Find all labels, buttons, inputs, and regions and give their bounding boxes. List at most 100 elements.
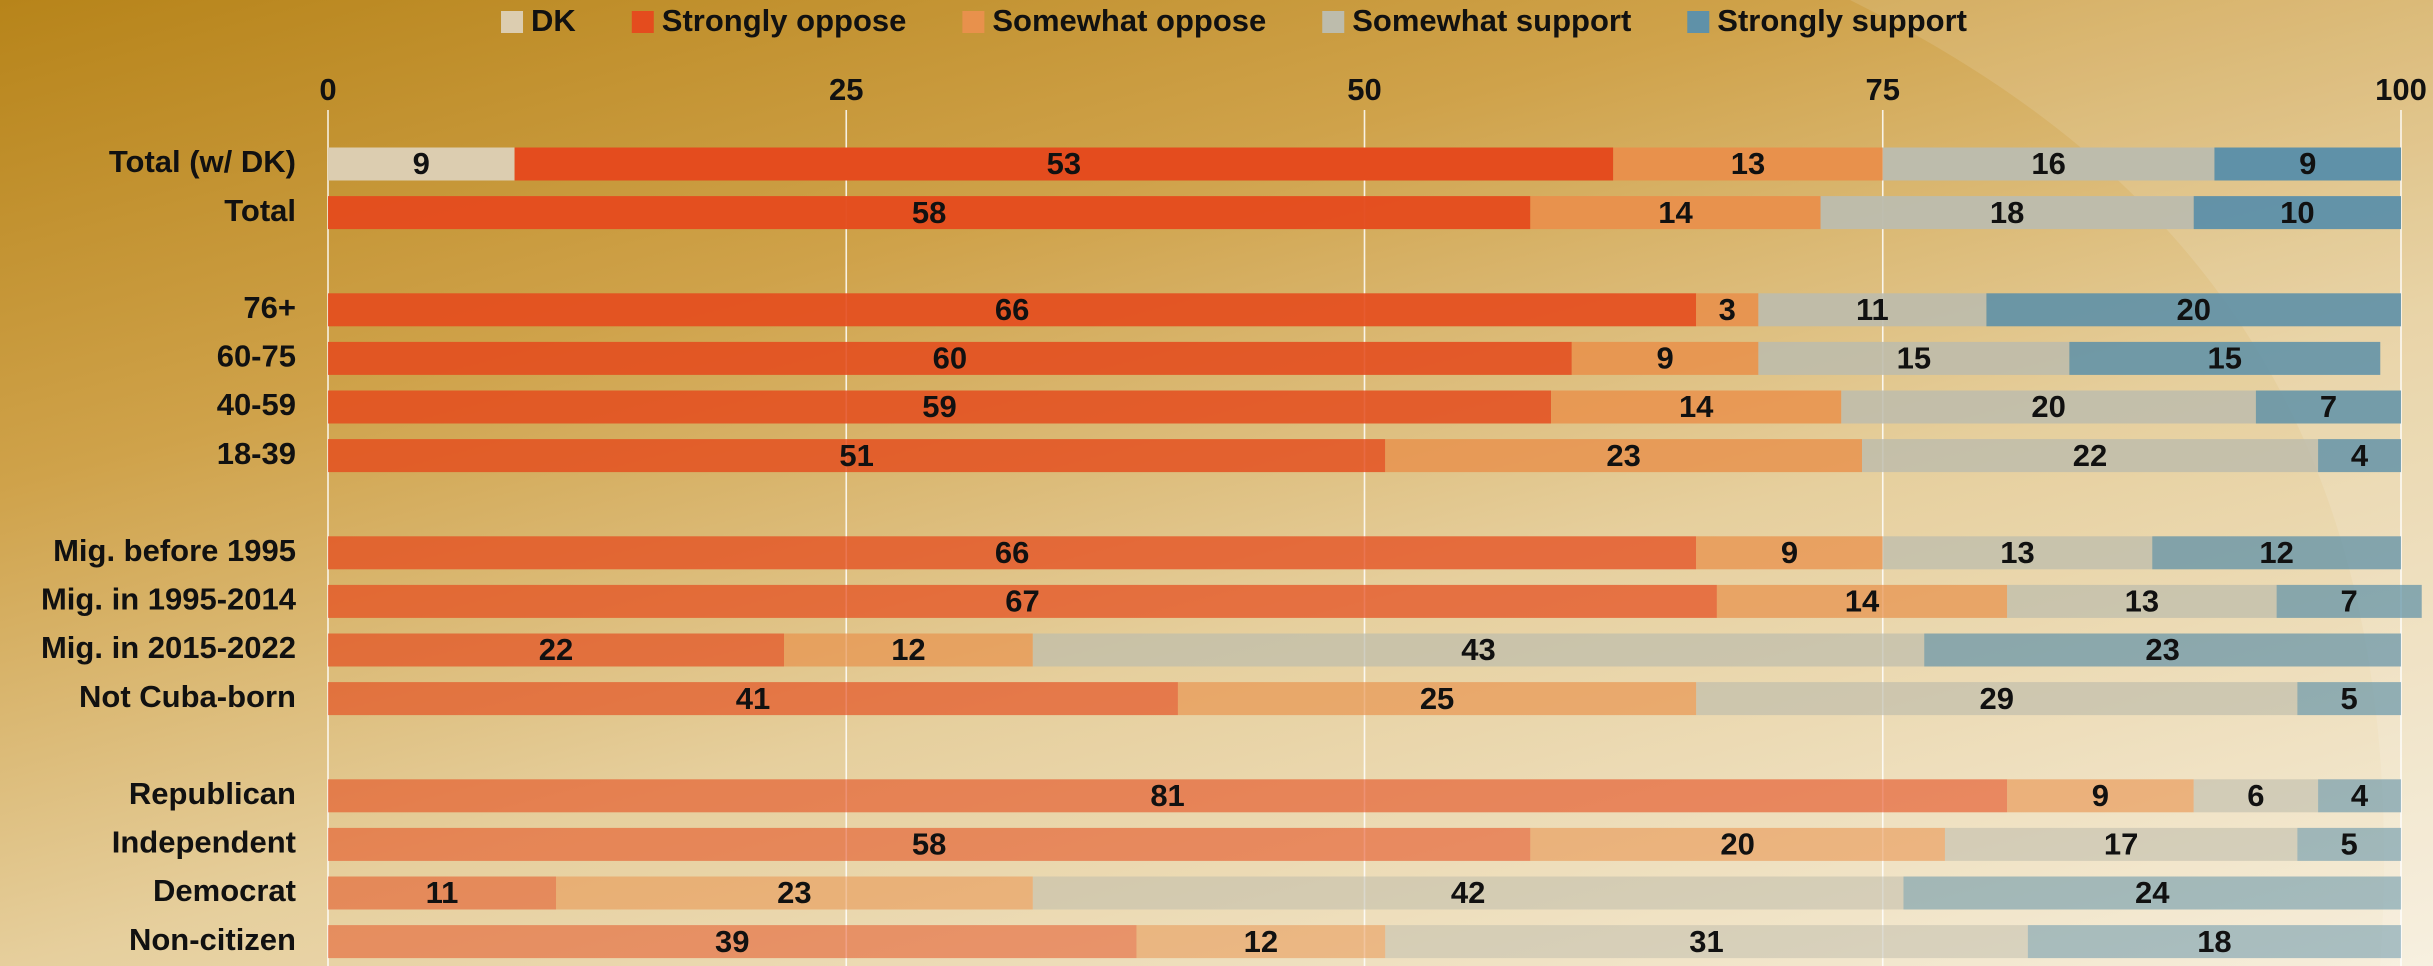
bar-segment — [1986, 293, 2401, 327]
bar-segment — [328, 779, 2008, 813]
bar-segment — [328, 439, 1386, 473]
data-label: 18 — [2197, 924, 2231, 959]
legend-swatch — [1687, 11, 1710, 33]
bar-segment — [328, 536, 1697, 570]
data-label: 9 — [2092, 778, 2109, 813]
data-label: 14 — [1679, 389, 1714, 424]
bar-segment — [2297, 827, 2401, 861]
bar-segment — [1136, 925, 1386, 959]
data-label: 67 — [1005, 584, 1039, 619]
legend-label: DK — [531, 3, 576, 38]
y-tick-label: Total (w/ DK) — [109, 144, 296, 179]
data-label: 16 — [2031, 146, 2065, 181]
bar-segment — [556, 876, 1033, 910]
bar-segment — [328, 341, 1572, 375]
data-label: 24 — [2135, 875, 2170, 910]
data-label: 12 — [891, 632, 925, 667]
y-tick-label: Non-citizen — [129, 922, 296, 957]
bar-segment — [1385, 439, 1863, 473]
bar-segment — [1177, 682, 1697, 716]
bar-segment — [1862, 439, 2319, 473]
bar-segment — [328, 682, 1178, 716]
bar-segment — [1032, 633, 1925, 667]
data-label: 58 — [912, 827, 946, 862]
legend-label: Strongly support — [1717, 3, 1967, 38]
data-label: 15 — [1897, 341, 1931, 376]
y-tick-label: 76+ — [243, 290, 296, 325]
bar-segment — [1903, 876, 2401, 910]
data-label: 20 — [2031, 389, 2065, 424]
data-label: 60 — [933, 341, 967, 376]
data-label: 3 — [1719, 292, 1736, 327]
data-label: 5 — [2341, 681, 2358, 716]
data-label: 13 — [1731, 146, 1765, 181]
legend-swatch — [1322, 11, 1345, 33]
bar-segment — [2255, 390, 2401, 424]
bar-segment — [1841, 390, 2256, 424]
data-label: 6 — [2247, 778, 2264, 813]
data-label: 17 — [2104, 827, 2138, 862]
legend: DK Strongly oppose Somewhat oppose Somewhat… — [501, 3, 1967, 38]
data-label: 10 — [2280, 195, 2314, 230]
data-label: 43 — [1461, 632, 1495, 667]
data-label: 9 — [2299, 146, 2316, 181]
x-tick-label: 100 — [2375, 72, 2427, 107]
data-label: 20 — [1720, 827, 1754, 862]
y-tick-label: 18-39 — [217, 436, 296, 471]
bar-segment — [1613, 147, 1883, 181]
data-label: 11 — [426, 875, 459, 910]
data-label: 58 — [912, 195, 946, 230]
bar-segment — [328, 196, 1531, 230]
bar-segment — [784, 633, 1033, 667]
legend-label: Strongly oppose — [662, 3, 907, 38]
data-label: 12 — [2259, 535, 2293, 570]
bar-segment — [2027, 925, 2401, 959]
bar-segment — [2007, 584, 2277, 618]
data-label: 59 — [922, 389, 956, 424]
data-label: 7 — [2341, 584, 2358, 619]
y-tick-label: Mig. in 1995-2014 — [41, 582, 297, 617]
y-tick-label: 40-59 — [217, 387, 296, 422]
bar-segment — [328, 633, 785, 667]
data-label: 22 — [539, 632, 573, 667]
x-tick-label: 25 — [829, 72, 863, 107]
bar-segment — [2007, 779, 2194, 813]
x-tick-label: 75 — [1866, 72, 1900, 107]
bar-segment — [2152, 536, 2401, 570]
data-label: 9 — [1656, 341, 1673, 376]
data-label: 13 — [2000, 535, 2034, 570]
legend-swatch — [962, 11, 985, 33]
bar-segment — [328, 827, 1531, 861]
data-label: 22 — [2073, 438, 2107, 473]
bar-segment — [1696, 536, 1883, 570]
bar-segment — [2214, 147, 2401, 181]
bar-segment — [1944, 827, 2298, 861]
bar-segment — [2318, 439, 2401, 473]
legend-label: Somewhat oppose — [992, 3, 1266, 38]
data-label: 53 — [1047, 146, 1081, 181]
data-label: 4 — [2351, 778, 2369, 813]
data-label: 12 — [1244, 924, 1278, 959]
bar-segment — [328, 925, 1137, 959]
data-label: 41 — [736, 681, 770, 716]
bar-segment — [2069, 341, 2381, 375]
bar-segment — [1716, 584, 2008, 618]
data-label: 5 — [2341, 827, 2358, 862]
y-tick-label: Total — [224, 193, 296, 228]
bar-segment — [1924, 633, 2401, 667]
bar-segment — [2193, 196, 2401, 230]
y-tick-label: Democrat — [153, 873, 296, 908]
data-label: 66 — [995, 292, 1029, 327]
bar-segment — [1032, 876, 1904, 910]
x-tick-label: 0 — [319, 72, 336, 107]
data-label: 25 — [1420, 681, 1454, 716]
bar-segment — [2297, 682, 2401, 716]
data-label: 42 — [1451, 875, 1485, 910]
bar-segment — [1820, 196, 2194, 230]
bar-segment — [1882, 536, 2153, 570]
data-label: 14 — [1845, 584, 1880, 619]
data-label: 66 — [995, 535, 1029, 570]
data-label: 23 — [777, 875, 811, 910]
data-label: 4 — [2351, 438, 2369, 473]
